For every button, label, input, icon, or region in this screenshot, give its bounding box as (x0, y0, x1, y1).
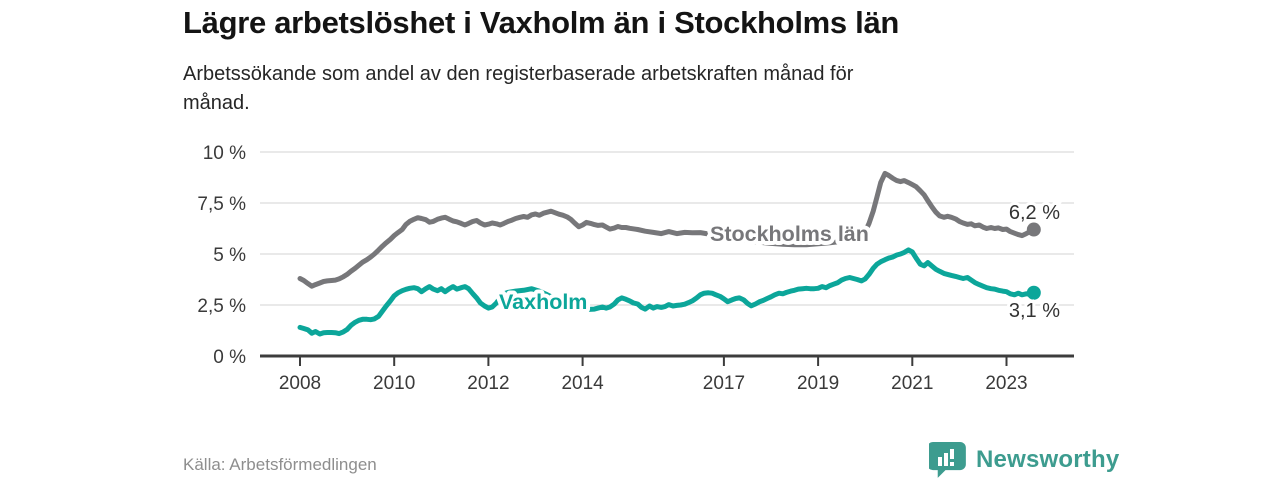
y-tick-label: 0 % (213, 347, 246, 368)
x-tick-label: 2012 (467, 373, 509, 394)
newsworthy-wordmark: Newsworthy (976, 446, 1120, 473)
source-credit: Källa: Arbetsförmedlingen (183, 455, 377, 474)
y-tick-label: 2,5 % (197, 296, 246, 317)
x-tick-label: 2023 (985, 373, 1027, 394)
x-tick-label: 2014 (561, 373, 604, 394)
x-tick-label: 2008 (279, 373, 321, 394)
newsworthy-logo-icon (929, 441, 967, 479)
series-line-stockholm (297, 170, 1037, 289)
end-dot-vaxholm (1026, 285, 1041, 300)
chart-subtitle-line2: månad. (183, 92, 250, 114)
y-tick-label: 5 % (213, 245, 246, 266)
chart-subtitle: Arbetssökande som andel av den registerb… (183, 60, 1063, 118)
x-tick-label: 2010 (373, 373, 415, 394)
y-tick-label: 7,5 % (197, 194, 246, 215)
series-label-vaxholm: Vaxholm (499, 290, 587, 314)
end-value-label-vaxholm: 3,1 % (1009, 300, 1060, 322)
x-tick-label: 2021 (891, 373, 933, 394)
x-tick-label: 2017 (703, 373, 745, 394)
chart-subtitle-line1: Arbetssökande som andel av den registerb… (183, 63, 854, 85)
series-label-stockholm: Stockholms län (710, 222, 869, 246)
y-tick-label: 10 % (203, 143, 246, 164)
page-title: Lägre arbetslöshet i Vaxholm än i Stockh… (183, 5, 900, 40)
series-line-vaxholm (297, 247, 1037, 337)
end-value-label-stockholm: 6,2 % (1009, 202, 1060, 224)
x-tick-label: 2019 (797, 373, 839, 394)
end-dot-stockholm (1026, 222, 1041, 237)
newsworthy-brand: Newsworthy (929, 441, 1119, 479)
